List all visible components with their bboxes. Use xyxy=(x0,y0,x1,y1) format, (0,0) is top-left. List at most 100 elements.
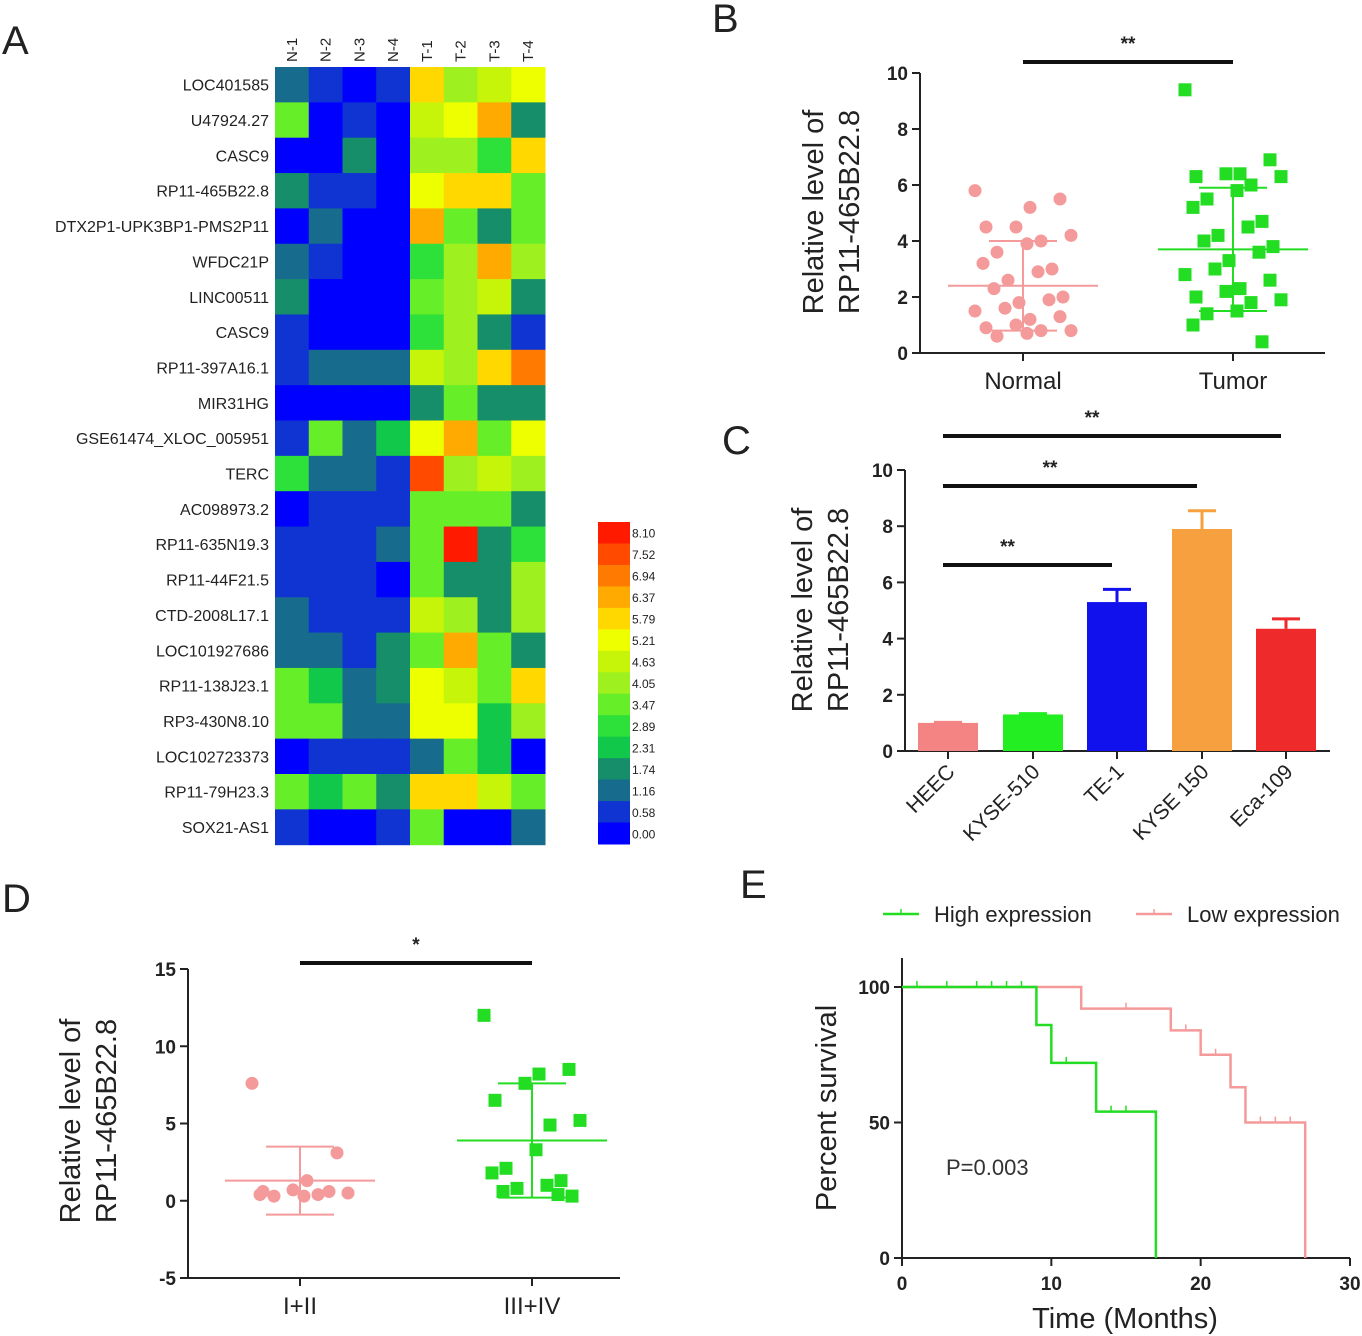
heatmap-cell xyxy=(410,208,445,245)
data-point xyxy=(1053,310,1067,324)
heatmap-cell xyxy=(275,173,310,209)
significance-label: ** xyxy=(1085,408,1100,429)
bar xyxy=(1172,529,1232,751)
data-point xyxy=(1263,153,1277,167)
heatmap-cell xyxy=(477,137,512,174)
x-category-label: Eca-109 xyxy=(1226,760,1298,832)
heatmap-cell xyxy=(376,809,411,846)
color-scale-tick: 0.00 xyxy=(632,827,656,841)
heatmap-cell xyxy=(443,809,478,846)
heatmap-cell xyxy=(308,667,343,704)
color-scale-swatch xyxy=(598,736,630,759)
heatmap-cell xyxy=(342,809,377,846)
color-scale-tick: 2.89 xyxy=(632,720,656,734)
data-point xyxy=(1233,282,1247,296)
x-category-label: TE-1 xyxy=(1080,760,1128,808)
data-point xyxy=(1233,167,1247,181)
color-scale-tick: 7.52 xyxy=(632,548,656,562)
heatmap-cell xyxy=(477,420,512,457)
heatmap-cell xyxy=(308,349,343,386)
heatmap-row-label: TERC xyxy=(225,467,269,484)
heatmap-cell xyxy=(342,738,377,775)
bar xyxy=(918,722,978,751)
heatmap-cell xyxy=(342,774,377,810)
heatmap-cell xyxy=(511,455,546,492)
heatmap-cell xyxy=(275,385,310,421)
heatmap-cell xyxy=(342,102,377,139)
heatmap-row-label: RP11-44F21.5 xyxy=(166,573,269,590)
heatmap-cell xyxy=(477,349,512,386)
panel-d-scatter: -5 0 5 10 15 Relative level of RP11-465B22.8 I+… xyxy=(55,935,620,1320)
color-scale-swatch xyxy=(598,693,630,716)
heatmap-cell xyxy=(308,774,343,810)
heatmap-cell xyxy=(511,809,546,846)
heatmap-cell xyxy=(308,102,343,139)
data-point xyxy=(510,1181,524,1195)
heatmap-cell xyxy=(443,420,478,457)
color-scale-swatch xyxy=(598,758,630,781)
heatmap-cell xyxy=(275,667,310,704)
x-category-label: KYSE-510 xyxy=(959,760,1045,846)
heatmap-cell xyxy=(410,455,445,492)
heatmap-cell xyxy=(308,738,343,775)
color-scale-tick: 2.31 xyxy=(632,741,656,755)
heatmap-cell xyxy=(443,208,478,245)
heatmap-cell xyxy=(443,738,478,775)
data-point xyxy=(562,1062,576,1076)
heatmap-cell xyxy=(477,526,512,563)
y-tick-label: 2 xyxy=(897,288,908,309)
color-scale-tick: 4.63 xyxy=(632,656,656,670)
heatmap-cell xyxy=(477,738,512,775)
data-point xyxy=(1023,200,1037,214)
heatmap-cell xyxy=(275,67,310,103)
panel-c-bar-chart: 0 2 4 6 8 10 Relative level of RP11-465B22.8 HEE… xyxy=(787,408,1330,846)
heatmap-cell xyxy=(376,137,411,174)
y-axis-title: Relative level of xyxy=(798,109,830,315)
heatmap-cell xyxy=(410,561,445,598)
heatmap-cell xyxy=(376,667,411,704)
legend-label: High expression xyxy=(934,902,1092,927)
color-scale-swatch xyxy=(598,586,630,609)
heatmap-cell xyxy=(410,102,445,139)
y-tick-label: 8 xyxy=(897,120,908,141)
heatmap-cell xyxy=(275,491,310,528)
heatmap-cell xyxy=(443,455,478,492)
heatmap-cell xyxy=(275,738,310,775)
color-scale-tick: 6.94 xyxy=(632,570,656,584)
heatmap-row-label: LINC00511 xyxy=(189,290,269,307)
heatmap-cell xyxy=(410,632,445,669)
y-axis-title: RP11-465B22.8 xyxy=(823,508,855,712)
data-point xyxy=(485,1166,499,1180)
heatmap-cell xyxy=(342,385,377,421)
data-point xyxy=(976,256,990,270)
heatmap-cell xyxy=(511,774,546,810)
y-tick-label: 100 xyxy=(858,978,890,999)
y-axis-title: Relative level of xyxy=(55,1018,87,1224)
heatmap-cell xyxy=(376,597,411,634)
heatmap-cell xyxy=(511,420,546,457)
heatmap-cell xyxy=(410,243,445,280)
heatmap-cell xyxy=(275,208,310,245)
heatmap-cell xyxy=(376,455,411,492)
heatmap-cell xyxy=(376,738,411,775)
y-tick-label: 15 xyxy=(155,960,177,981)
heatmap-cell xyxy=(275,314,310,351)
heatmap-cell xyxy=(275,526,310,563)
data-point xyxy=(1189,290,1203,304)
significance-label: ** xyxy=(1000,537,1015,558)
heatmap-cell xyxy=(275,703,310,740)
data-point xyxy=(1045,262,1059,276)
color-scale-swatch xyxy=(598,543,630,566)
heatmap-cell xyxy=(376,526,411,563)
data-point xyxy=(1252,245,1266,259)
y-tick-label: 8 xyxy=(882,517,893,538)
heatmap-row-label: DTX2P1-UPK3BP1-PMS2P11 xyxy=(55,219,269,236)
data-point xyxy=(1186,200,1200,214)
heatmap-cell xyxy=(342,243,377,280)
heatmap-cell xyxy=(443,243,478,280)
x-category-label: Tumor xyxy=(1199,368,1267,395)
heatmap-cell xyxy=(410,738,445,775)
heatmap-cell xyxy=(410,597,445,634)
heatmap-cell xyxy=(443,597,478,634)
heatmap-cell xyxy=(443,67,478,103)
